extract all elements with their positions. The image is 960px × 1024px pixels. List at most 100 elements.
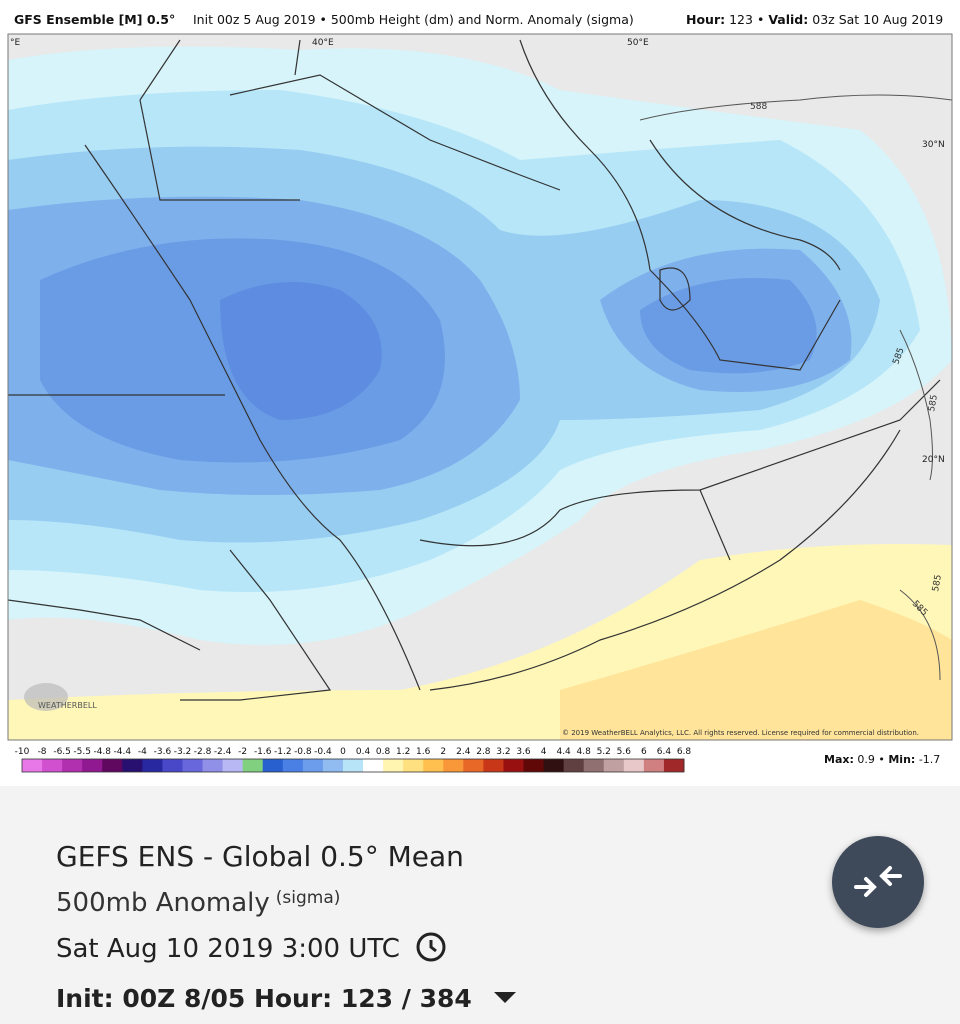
clock-icon[interactable]: [414, 932, 448, 962]
contour-label: 585: [927, 394, 940, 413]
map-title: GFS Ensemble [M] 0.5°: [14, 12, 175, 27]
copyright: © 2019 WeatherBELL Analytics, LLC. All r…: [562, 729, 919, 737]
colorbar-swatch: [242, 759, 264, 772]
colorbar: -10 -8 -6.5 -5.5 -4.8 -4.4 -4 -3.6 -3.2 -2.8 -2.4-…: [15, 747, 692, 773]
colorbar-swatch: [523, 759, 545, 772]
valid-value: 03z Sat 10 Aug 2019: [812, 12, 943, 27]
dropdown-icon[interactable]: [491, 987, 521, 1007]
colorbar-swatch: [643, 759, 665, 772]
colorbar-label: 4: [541, 747, 547, 757]
colorbar-swatch: [363, 759, 384, 772]
colorbar-label: -10: [15, 747, 30, 757]
map-frame: [7, 33, 953, 741]
lon-label: 50°E: [627, 38, 649, 48]
contour-label: 588: [750, 102, 767, 112]
colorbar-label: 0: [340, 747, 346, 757]
colorbar-swatch: [623, 759, 645, 772]
colorbar-swatch: [403, 759, 424, 772]
colorbar-swatch: [663, 759, 685, 772]
colorbar-label: -1.6: [254, 747, 272, 757]
valid-date[interactable]: Sat Aug 10 2019 3:00 UTC: [56, 932, 448, 964]
colorbar-swatch: [222, 759, 244, 772]
max-min: Max: 0.9 • Min: -1.7: [824, 753, 940, 766]
colorbar-swatch: [162, 759, 183, 772]
colorbar-label: 1.2: [396, 747, 410, 757]
colorbar-swatch: [423, 759, 444, 772]
min-label: Min:: [888, 753, 915, 766]
colorbar-swatch: [202, 759, 224, 772]
colorbar-swatch: [42, 759, 63, 772]
colorbar-label: 4.8: [577, 747, 592, 757]
colorbar-swatch: [182, 759, 204, 772]
colorbar-swatch: [322, 759, 344, 772]
colorbar-swatch: [142, 759, 163, 772]
info-panel: [0, 786, 960, 1024]
init-hour-text: Init: 00Z 8/05 Hour: 123 / 384: [56, 984, 472, 1013]
valid-date-text: Sat Aug 10 2019 3:00 UTC: [56, 934, 400, 964]
min-value: -1.7: [919, 753, 940, 766]
colorbar-label: -2.4: [214, 747, 232, 757]
colorbar-label: 2: [440, 747, 446, 757]
colorbar-swatch: [583, 759, 605, 772]
colorbar-swatch: [563, 759, 585, 772]
colorbar-label: -4.4: [114, 747, 132, 757]
colorbar-label: 0.8: [376, 747, 391, 757]
colorbar-label: -5.5: [73, 747, 91, 757]
colorbar-label: 6.8: [677, 747, 692, 757]
init-hour[interactable]: Init: 00Z 8/05 Hour: 123 / 384: [56, 984, 521, 1013]
model-name: GEFS ENS - Global 0.5° Mean: [56, 840, 464, 873]
colorbar-swatch: [122, 759, 143, 772]
max-value: 0.9 •: [857, 753, 884, 766]
watermark-logo: [24, 683, 68, 711]
hour-value: 123 •: [729, 12, 764, 27]
colorbar-label: -4: [138, 747, 147, 757]
product-name: 500mb Anomaly: [56, 888, 270, 918]
product: 500mb Anomaly (sigma): [56, 888, 340, 918]
colorbar-label: -3.2: [174, 747, 192, 757]
colorbar-swatch: [282, 759, 304, 772]
colorbar-swatch: [102, 759, 123, 772]
colorbar-label: -1.2: [274, 747, 292, 757]
colorbar-label: 3.2: [496, 747, 510, 757]
colorbar-swatch: [503, 759, 525, 772]
compare-button[interactable]: [832, 836, 924, 928]
lat-label: 20°N: [922, 455, 945, 465]
colorbar-label: 2.8: [476, 747, 491, 757]
colorbar-swatch: [463, 759, 484, 772]
watermark: WEATHERBELL: [38, 701, 97, 710]
colorbar-frame: [21, 758, 685, 773]
colorbar-label: -8: [38, 747, 47, 757]
colorbar-swatch: [443, 759, 464, 772]
colorbar-swatch: [383, 759, 404, 772]
map-field: [8, 34, 952, 740]
colorbar-label: 6.4: [657, 747, 672, 757]
lon-label: 40°E: [312, 38, 334, 48]
colorbar-label: -3.6: [154, 747, 172, 757]
colorbar-label: 4.4: [556, 747, 571, 757]
colorbar-swatch: [543, 759, 565, 772]
colorbar-swatch: [262, 759, 284, 772]
colorbar-label: -0.8: [294, 747, 312, 757]
product-unit: (sigma): [275, 888, 341, 908]
map-subtitle: Init 00z 5 Aug 2019 • 500mb Height (dm) …: [193, 12, 634, 27]
colorbar-label: 2.4: [456, 747, 471, 757]
weather-map: GFS Ensemble [M] 0.5° Init 00z 5 Aug 201…: [7, 12, 953, 773]
hour-label: Hour:: [686, 12, 725, 27]
colorbar-label: -2: [238, 747, 247, 757]
colorbar-label: 0.4: [356, 747, 371, 757]
colorbar-swatch: [22, 759, 43, 772]
colorbar-label: 6: [641, 747, 647, 757]
valid-label: Valid:: [768, 12, 808, 27]
compare-icon: [854, 866, 902, 897]
colorbar-swatch: [62, 759, 83, 772]
colorbar-label: -6.5: [53, 747, 71, 757]
valid-time: Hour: 123 • Valid: 03z Sat 10 Aug 2019: [686, 12, 943, 27]
lat-label: 30°N: [922, 140, 945, 150]
colorbar-label: -4.8: [93, 747, 111, 757]
colorbar-swatch: [342, 759, 364, 772]
colorbar-label: 3.6: [516, 747, 531, 757]
contour-label: 585: [931, 574, 944, 593]
colorbar-swatch: [82, 759, 103, 772]
colorbar-label: 5.2: [597, 747, 611, 757]
